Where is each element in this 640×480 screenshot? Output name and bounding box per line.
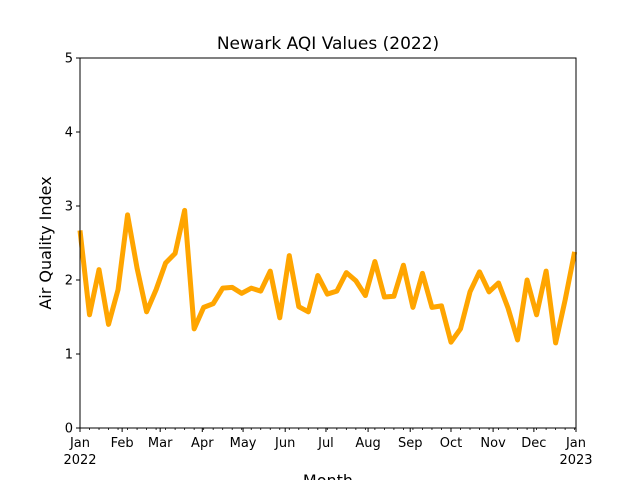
x-tick-label: Oct <box>440 436 462 451</box>
y-tick-label: 0 <box>65 422 73 437</box>
x-tick-label: Jun <box>274 436 295 451</box>
chart-title: Newark AQI Values (2022) <box>217 34 439 54</box>
x-tick-year-label: 2023 <box>559 453 592 468</box>
x-tick-label: Sep <box>398 436 423 451</box>
y-tick-label: 3 <box>65 200 73 215</box>
aqi-series-line <box>77 207 578 346</box>
x-axis-title: Month <box>303 471 353 480</box>
plot-frame <box>79 57 577 429</box>
x-tick-label: Jan <box>69 436 90 451</box>
x-tick-label: Nov <box>480 436 506 451</box>
x-tick-label: Aug <box>355 436 380 451</box>
x-tick-label: Jul <box>317 436 334 451</box>
y-tick-label: 2 <box>65 274 73 289</box>
y-tick-label: 4 <box>65 126 73 141</box>
x-tick-label: Jan <box>565 436 586 451</box>
x-tick-year-label: 2022 <box>63 453 96 468</box>
x-tick-label: Mar <box>148 436 173 451</box>
y-axis: 0 1 2 3 4 5 <box>65 52 80 437</box>
x-tick-label: Dec <box>521 436 546 451</box>
y-tick-label: 5 <box>65 52 73 67</box>
x-axis: Jan 2022 Feb Mar Apr May Jun Jul Aug Sep Oct Nov Dec… <box>63 428 593 468</box>
y-tick-label: 1 <box>65 348 73 363</box>
series-layer <box>77 207 578 346</box>
x-tick-label: May <box>230 436 257 451</box>
y-axis-title: Air Quality Index <box>36 176 55 309</box>
plot-area <box>77 57 578 429</box>
x-tick-label: Feb <box>111 436 134 451</box>
x-tick-label: Apr <box>191 436 214 451</box>
